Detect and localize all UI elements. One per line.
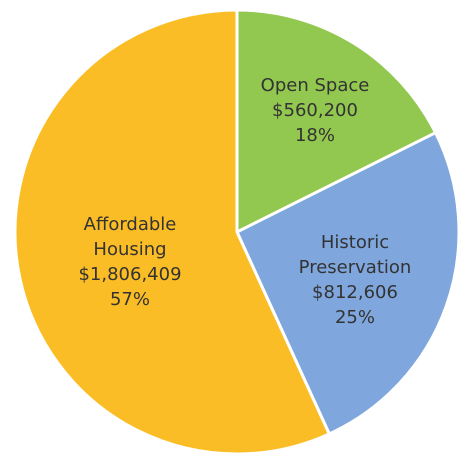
slice-label: Historic Preservation $812,606 25% (280, 230, 430, 330)
pie-slice (235, 8, 438, 235)
category-label: Open Space (260, 74, 370, 96)
pie-slice (13, 8, 332, 456)
slice-label: Affordable Housing $1,806,409 57% (55, 212, 205, 312)
value-label: $1,806,409 (78, 264, 182, 285)
share-label: 57% (109, 289, 150, 310)
pie-slice (235, 130, 458, 436)
share-label: 25% (334, 307, 375, 328)
category-label: Historic Preservation (298, 232, 412, 278)
share-label: 18% (294, 124, 335, 146)
category-label: Affordable Housing (83, 214, 177, 260)
value-label: $560,200 (272, 99, 358, 121)
slice-label: Open Space $560,200 18% (240, 73, 390, 148)
value-label: $812,606 (312, 282, 398, 303)
